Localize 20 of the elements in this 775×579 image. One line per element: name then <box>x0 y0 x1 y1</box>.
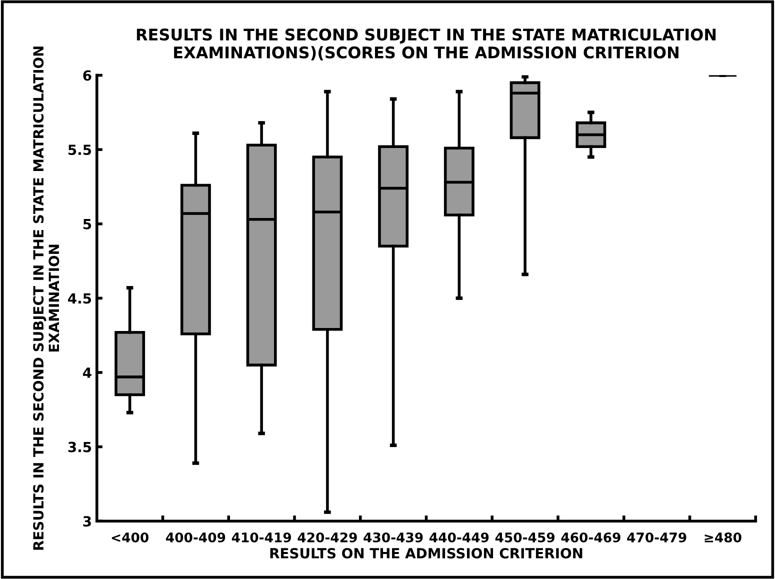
x-tick-label: 450-459 <box>495 532 554 542</box>
x-tick-label: <400 <box>112 532 148 542</box>
y-tick-label: 6 <box>83 70 92 81</box>
x-tick-label: 420-429 <box>298 532 357 542</box>
x-tick-label: 470-479 <box>627 532 686 542</box>
y-tick-label: 5.5 <box>68 144 92 156</box>
y-tick-label: 4 <box>82 368 92 378</box>
y-tick-label: 5 <box>83 219 92 230</box>
x-tick-label: 430-439 <box>364 532 423 542</box>
y-tick-label: 3 <box>83 516 91 527</box>
x-tick-label: 460-469 <box>561 532 620 542</box>
x-tick-label: 440-449 <box>430 532 489 542</box>
x-tick-label: 410-419 <box>232 532 291 542</box>
x-tick-label: ≥480 <box>704 532 742 542</box>
chart-title: RESULTS IN THE SECOND SUBJECT IN THE STATE MATRICULATION EXAMINATIONS)(SCORES ON THE ADMISSION CRITERION <box>136 28 716 60</box>
y-tick-label: 3.5 <box>68 442 92 452</box>
y-tick-label: 4.5 <box>68 293 92 304</box>
x-axis-title: RESULTS ON THE ADMISSION CRITERION <box>270 548 582 559</box>
x-tick-label: 400-409 <box>166 532 226 542</box>
y-axis-title: RESULTS IN THE SECOND SUBJECT IN THE STATE MATRICULATION EXAMINATION <box>33 46 60 550</box>
